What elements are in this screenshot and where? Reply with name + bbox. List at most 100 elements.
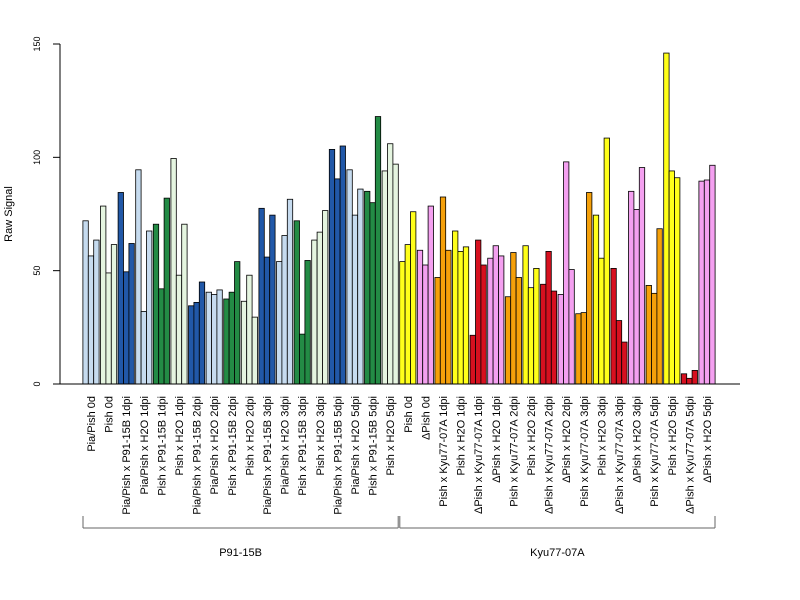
x-tick-label: Pish x H2O 3dpi xyxy=(315,396,327,475)
bar xyxy=(135,169,142,385)
bar xyxy=(211,294,218,385)
x-tick-label: Pia/Pish x H2O 5dpi xyxy=(350,396,362,494)
bar xyxy=(633,209,640,385)
bar xyxy=(427,205,434,385)
x-tick-label: Pish x Kyu77-07A 1dpi xyxy=(438,396,450,507)
bar xyxy=(117,192,124,385)
bar xyxy=(123,271,130,385)
bars xyxy=(82,52,716,385)
bar xyxy=(545,250,552,385)
x-tick-label: Pia/Pish x H2O 3dpi xyxy=(280,396,292,494)
bar xyxy=(515,277,522,385)
bar xyxy=(87,255,95,385)
bar xyxy=(387,143,394,385)
bar xyxy=(334,178,341,385)
bar xyxy=(304,260,311,385)
bar xyxy=(392,163,399,385)
bar xyxy=(110,244,118,385)
bar xyxy=(258,207,265,385)
x-tick-label: Pia/Pish x H2O 2dpi xyxy=(209,396,221,494)
x-tick-label: Pish x P91-15B 5dpi xyxy=(368,396,380,496)
x-tick-label: Pia/Pish x H2O 1dpi xyxy=(139,396,151,494)
bar xyxy=(445,249,452,385)
bar xyxy=(364,190,371,385)
bar xyxy=(228,291,235,385)
bar xyxy=(193,301,200,385)
bar xyxy=(416,249,424,385)
bar xyxy=(223,298,230,385)
bar xyxy=(158,288,165,385)
x-tick-label: ΔPish x H2O 2dpi xyxy=(561,396,573,483)
group-label: Kyu77-07A xyxy=(530,547,585,559)
y-axis: 0 50 100 150 xyxy=(32,36,61,387)
x-tick-label: ΔPish x Kyu77-07A 1dpi xyxy=(473,396,485,514)
bar xyxy=(575,313,582,385)
bar xyxy=(328,148,336,385)
bar xyxy=(668,170,675,385)
bar xyxy=(621,341,628,385)
bar xyxy=(452,230,459,385)
bar xyxy=(100,205,107,385)
x-tick-label: ΔPish x H2O 1dpi xyxy=(491,396,503,483)
bar xyxy=(527,287,535,385)
bar xyxy=(351,214,359,385)
x-tick-label: ΔPish 0d xyxy=(420,396,432,440)
bar xyxy=(563,161,570,385)
bar xyxy=(234,261,241,385)
bar xyxy=(146,230,153,385)
bar xyxy=(399,261,406,385)
bar xyxy=(410,211,417,385)
bar xyxy=(198,281,206,385)
bar xyxy=(316,231,323,385)
bar xyxy=(276,261,283,385)
bar xyxy=(656,228,663,385)
bar xyxy=(487,257,494,385)
bar xyxy=(645,284,652,385)
bar xyxy=(175,274,183,385)
bar xyxy=(299,333,306,385)
bar xyxy=(533,267,540,385)
bar xyxy=(703,179,711,385)
bar xyxy=(82,220,89,385)
bar xyxy=(263,256,271,385)
x-axis-labels: Pia/Pish 0d Pish 0d Pia/Pish x P91-15B 1dp… xyxy=(86,396,714,515)
bar xyxy=(580,312,587,385)
bar xyxy=(346,169,353,385)
bar xyxy=(205,291,212,385)
bar xyxy=(163,197,170,385)
bar xyxy=(240,300,248,385)
bar xyxy=(381,170,388,385)
x-tick-label: Pia/Pish x P91-15B 2dpi xyxy=(192,396,204,515)
y-axis-title: Raw Signal xyxy=(3,186,15,242)
x-tick-label: Pia/Pish 0d xyxy=(86,396,98,452)
bar xyxy=(374,116,382,385)
x-tick-label: ΔPish x Kyu77-07A 3dpi xyxy=(614,396,626,514)
x-tick-label: Pia/Pish x P91-15B 3dpi xyxy=(262,396,274,515)
bar xyxy=(281,235,288,385)
bar xyxy=(269,214,276,385)
bar xyxy=(510,252,517,385)
bar xyxy=(592,214,600,385)
bar xyxy=(610,267,617,385)
x-tick-label: Pish x H2O 5dpi xyxy=(667,396,679,475)
bar xyxy=(615,320,623,385)
bar xyxy=(480,264,487,385)
bar xyxy=(439,196,447,385)
bar xyxy=(691,369,698,385)
x-tick-label: Pish x Kyu77-07A 2dpi xyxy=(508,396,520,507)
x-tick-label: ΔPish x H2O 3dpi xyxy=(632,396,644,483)
x-tick-label: ΔPish x H2O 5dpi xyxy=(702,396,714,483)
bar xyxy=(680,373,688,385)
bar xyxy=(674,177,681,385)
bar xyxy=(128,243,135,385)
bar xyxy=(628,190,635,385)
bar xyxy=(598,257,605,385)
bar xyxy=(286,198,294,385)
bar xyxy=(462,246,470,385)
bar xyxy=(504,296,512,385)
x-tick-label: ΔPish x Kyu77-07A 5dpi xyxy=(684,396,696,514)
bar xyxy=(246,274,253,385)
bar xyxy=(181,223,188,385)
x-tick-label: Pish x H2O 1dpi xyxy=(456,396,468,475)
